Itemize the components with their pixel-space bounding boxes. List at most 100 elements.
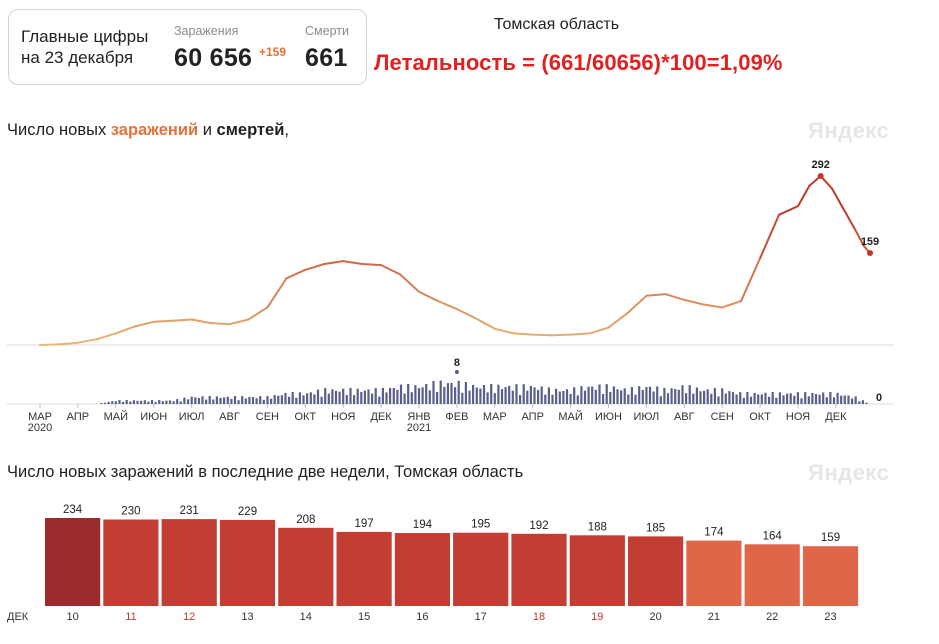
deaths-bar: [104, 402, 107, 404]
deaths-bar: [533, 387, 536, 404]
deaths-bar: [446, 383, 449, 404]
deaths-bar: [295, 397, 298, 404]
infections-line-segment: [493, 327, 515, 335]
region-title: Томская область: [494, 16, 620, 33]
deaths-bar: [262, 399, 265, 404]
x-axis-tick-label: 20: [649, 611, 661, 623]
x-axis-month-label: ДЕК: [7, 611, 29, 623]
deaths-bar: [583, 390, 587, 404]
deaths-bar: [688, 385, 691, 404]
bar-value-label: 195: [471, 519, 490, 531]
deaths-bar: [789, 393, 792, 404]
deaths-bar: [410, 392, 413, 404]
bar: [394, 533, 450, 606]
deaths-bar: [706, 389, 709, 404]
deaths-bar: [757, 394, 760, 404]
deaths-bar: [356, 388, 359, 404]
x-axis-tick-label: ДЕК: [370, 411, 392, 423]
deaths-bar: [205, 399, 208, 404]
x-axis-tick-label: МАР: [28, 411, 52, 423]
deaths-bar: [602, 394, 605, 404]
deaths-bar: [666, 393, 670, 404]
deaths-bar: [187, 399, 190, 404]
infections-line-segment: [114, 325, 136, 335]
deaths-bar: [215, 396, 218, 404]
deaths-bar: [172, 401, 175, 404]
bar: [569, 535, 625, 606]
deaths-bar: [861, 400, 864, 404]
deaths-bar: [378, 396, 381, 404]
deaths-bar: [547, 387, 550, 404]
deaths-bar: [284, 392, 287, 404]
deaths-bar: [851, 398, 854, 404]
deaths-bar: [836, 392, 839, 404]
infections-line-segment: [247, 306, 269, 321]
deaths-bar: [201, 396, 204, 404]
deaths-bar: [270, 398, 273, 404]
deaths-bar: [436, 392, 439, 404]
deaths-bar: [313, 394, 316, 404]
deaths-bar: [414, 385, 417, 404]
infections-line-segment: [626, 294, 648, 315]
deaths-bar: [573, 387, 576, 404]
deaths-bar: [713, 388, 716, 404]
deaths-bar: [670, 388, 673, 404]
deaths-bar: [486, 392, 489, 404]
deaths-bar: [771, 392, 774, 404]
x-axis-tick-label: 15: [358, 611, 370, 623]
deaths-bar: [219, 397, 222, 404]
bar: [628, 536, 684, 606]
bar: [744, 544, 800, 606]
deaths-bar: [775, 397, 778, 404]
deaths-bar: [656, 386, 659, 404]
deaths-bar: [818, 394, 821, 404]
deaths-bar: [555, 388, 558, 404]
bar: [511, 533, 567, 606]
deaths-bar: [746, 392, 749, 404]
deaths-bar: [630, 387, 633, 404]
deaths-point-label: 8: [454, 357, 460, 369]
deaths-bar: [641, 389, 644, 404]
deaths-bar: [461, 392, 464, 404]
two-week-bar-chart: ДЕК 234 10 230 11 231 12 229 13 208 14 197 15 194 16 19…: [7, 504, 859, 623]
x-axis-tick-label: СЕН: [711, 411, 734, 423]
deaths-bar: [107, 401, 110, 404]
infections-line-segment: [588, 326, 610, 335]
deaths-bar: [728, 391, 731, 404]
deaths-bar: [612, 386, 615, 404]
infections-line-segment: [455, 308, 477, 320]
infections-line-segment: [323, 260, 345, 265]
infections-line-segment: [133, 320, 155, 328]
x-axis-tick-label: 19: [591, 611, 603, 623]
deaths-bar: [598, 384, 601, 404]
deaths-bar: [259, 396, 262, 404]
deaths-bar: [288, 396, 291, 404]
deaths-bar: [724, 393, 727, 404]
x-axis-tick-label: ИЮН: [595, 411, 622, 423]
deaths-bar: [443, 386, 446, 404]
infections-line-segment: [399, 273, 420, 293]
yandex-watermark-top: Яндекс: [808, 118, 890, 143]
lethality-formula: Летальность = (661/60656)*100=1,09%: [374, 50, 783, 75]
infections-value: 60 656: [174, 44, 253, 72]
deaths-bar: [428, 390, 431, 404]
bar-value-label: 164: [763, 530, 783, 542]
deaths-bar: [280, 395, 283, 404]
x-axis-tick-label: МАЙ: [104, 410, 128, 423]
deaths-bar: [457, 380, 460, 404]
deaths-bar: [342, 388, 345, 404]
deaths-bar: [468, 390, 471, 404]
deaths-bar: [432, 381, 435, 404]
deaths-bar: [367, 389, 370, 404]
deaths-bar: [865, 402, 868, 404]
x-axis-tick-label: ИЮН: [140, 411, 167, 423]
bar-value-label: 185: [646, 522, 665, 534]
deaths-bar: [223, 397, 226, 404]
bar: [686, 540, 742, 606]
deaths-bar: [277, 395, 280, 404]
deaths-bar: [764, 392, 767, 404]
deaths-bar: [150, 400, 154, 404]
deaths-bar: [353, 395, 356, 404]
deaths-bar: [569, 394, 572, 404]
infections-line-segment: [831, 187, 845, 210]
